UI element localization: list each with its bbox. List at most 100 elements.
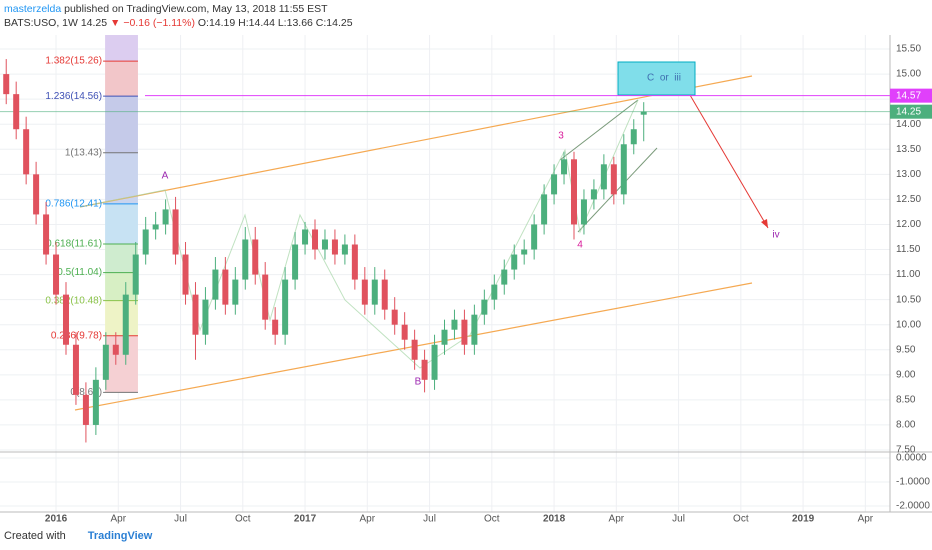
candle-body	[371, 279, 378, 305]
candle-body	[232, 279, 239, 305]
symbol-line: BATS:USO, 1W 14.25 ▼ −0.16 (−1.11%) O:14…	[4, 16, 353, 30]
candle-body	[92, 379, 99, 425]
y-tick-label: 9.00	[896, 369, 916, 380]
fib-label: 1(13.43)	[65, 147, 102, 158]
candle-body	[282, 279, 289, 335]
y-tick-label: 15.00	[896, 69, 921, 80]
fib-band	[105, 300, 138, 336]
candle-body	[521, 249, 528, 255]
candle-body	[461, 319, 468, 345]
y-tick-label: 12.50	[896, 194, 921, 205]
candle-body	[441, 329, 448, 345]
candle-body	[182, 254, 189, 295]
candle-body	[351, 244, 358, 280]
candle-body	[511, 254, 518, 270]
author[interactable]: masterzelda	[4, 3, 62, 15]
candle-body	[421, 359, 428, 380]
candle-body	[531, 224, 538, 250]
candle-body	[391, 309, 398, 325]
candle-body	[302, 229, 309, 245]
x-tick-label: 2018	[543, 514, 566, 525]
candle-body	[551, 174, 558, 195]
change: ▼ −0.16 (−1.11%)	[110, 17, 195, 29]
trend-line	[79, 75, 753, 208]
fib-band	[105, 203, 138, 245]
candle-body	[501, 269, 508, 285]
candle-body	[381, 279, 388, 310]
fib-band	[105, 244, 138, 273]
fib-label: 0.618(11.61)	[46, 239, 102, 250]
candle-body	[600, 164, 607, 190]
candle-body	[242, 239, 249, 280]
candle-body	[640, 111, 647, 115]
fib-band	[105, 96, 138, 153]
brand[interactable]: TradingView	[87, 530, 153, 542]
fib-label: 1.236(14.56)	[45, 91, 102, 102]
candle-body	[142, 229, 149, 255]
candle-body	[162, 209, 169, 225]
fib-label: 1.382(15.26)	[45, 56, 102, 67]
candle-body	[72, 344, 79, 395]
candle-body	[212, 269, 219, 300]
candle-body	[541, 194, 548, 225]
candle-body	[122, 294, 129, 355]
candle-body	[331, 239, 338, 255]
arrow-head	[761, 219, 768, 228]
x-tick-label: 2019	[792, 514, 815, 525]
candle-body	[610, 164, 617, 195]
candle-body	[361, 279, 368, 305]
x-tick-label: Jul	[672, 514, 685, 525]
price-badge	[890, 88, 932, 103]
arrow	[689, 94, 769, 229]
candle-body	[451, 319, 458, 330]
x-tick-label: 2016	[45, 514, 68, 525]
candle-body	[192, 294, 199, 335]
price-badge-label: 14.57	[896, 90, 921, 101]
y-tick-label: 11.00	[896, 269, 921, 280]
candle-body	[202, 299, 209, 335]
candle-body	[102, 344, 109, 380]
x-tick-label: Oct	[733, 514, 749, 525]
candle-body	[112, 344, 119, 355]
candle-body	[411, 339, 418, 360]
candle-body	[491, 284, 498, 300]
wave-label: B	[415, 377, 422, 388]
candle-body	[132, 254, 139, 295]
y-tick-label: 10.50	[896, 294, 921, 305]
candle-body	[341, 244, 348, 255]
candle-body	[272, 319, 279, 335]
y-tick-label: 11.50	[896, 244, 921, 255]
candle-body	[172, 209, 179, 255]
macd-tick-label: 0.0000	[896, 453, 927, 464]
candle-body	[252, 239, 259, 275]
candle-body	[401, 324, 408, 340]
candle-body	[570, 159, 577, 225]
candle-body	[222, 269, 229, 305]
candle-body	[262, 274, 269, 320]
candle-body	[630, 129, 637, 145]
candle-body	[33, 174, 40, 215]
header: masterzelda published on TradingView.com…	[4, 2, 353, 30]
fib-label: 0.786(12.41)	[45, 199, 102, 210]
candle-body	[152, 224, 159, 230]
fib-band	[105, 272, 138, 301]
wedge-line	[559, 99, 639, 161]
fib-band	[105, 152, 138, 204]
ohlc: O:14.19 H:14.44 L:13.66 C:14.25	[197, 17, 353, 29]
candle-body	[471, 314, 478, 345]
fib-label: 0.5(11.04)	[57, 267, 102, 278]
wave-label: A	[162, 171, 169, 182]
fib-band	[105, 335, 138, 393]
y-tick-label: 8.00	[896, 420, 916, 431]
x-tick-label: 2017	[294, 514, 317, 525]
y-tick-label: 10.00	[896, 319, 921, 330]
candle-body	[481, 299, 488, 315]
candle-body	[3, 74, 10, 95]
candle-body	[590, 189, 597, 200]
wave-label: 4	[577, 240, 583, 251]
x-tick-label: Apr	[111, 514, 127, 525]
x-tick-label: Jul	[423, 514, 436, 525]
y-tick-label: 8.50	[896, 395, 916, 406]
price-badge-label: 14.25	[896, 106, 921, 117]
